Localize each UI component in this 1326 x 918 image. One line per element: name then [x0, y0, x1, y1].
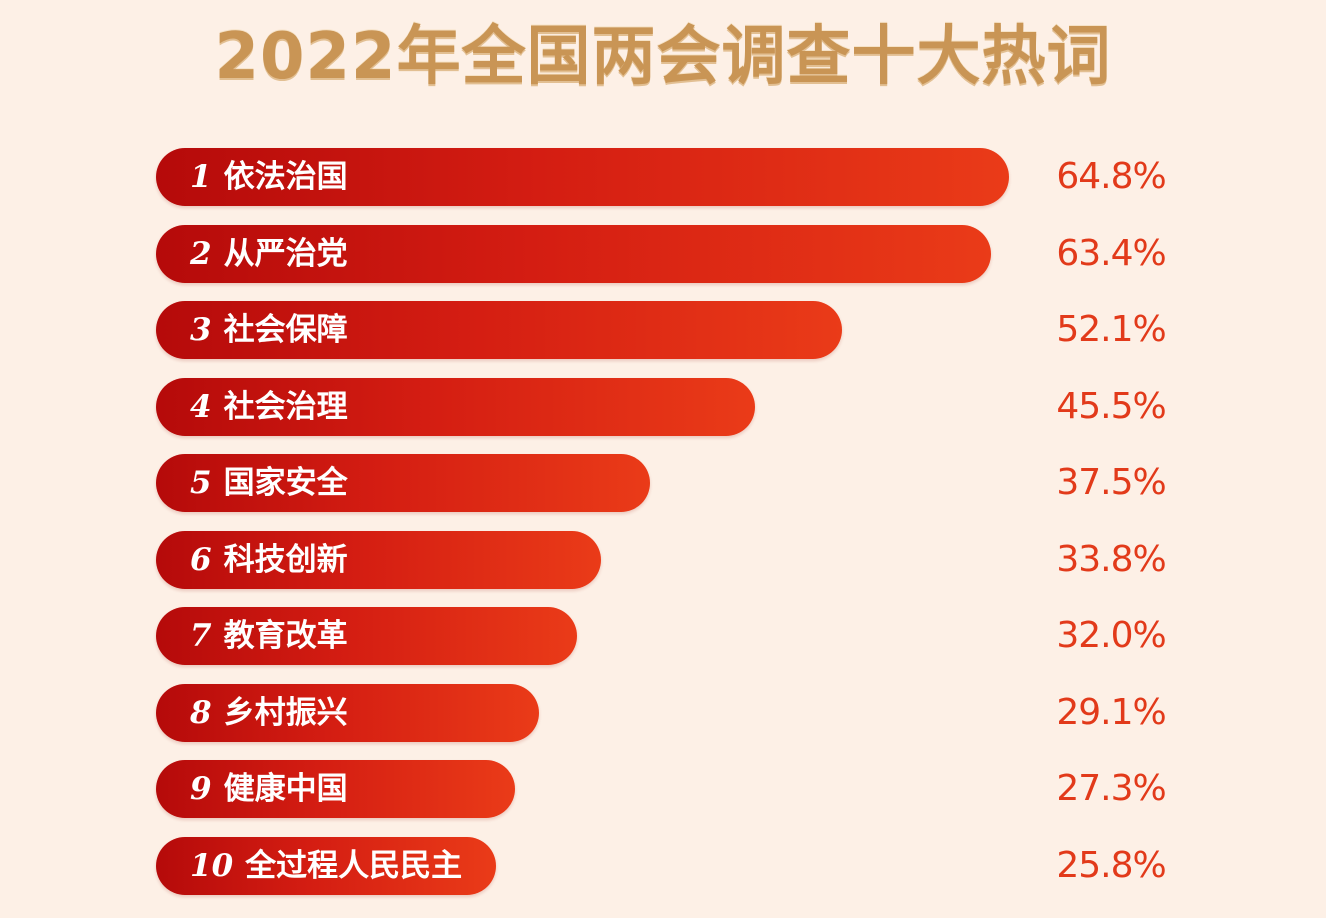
bar-label: 3 社会保障	[190, 301, 348, 359]
rank-number: 7	[190, 618, 212, 654]
category-label: 教育改革	[223, 618, 348, 654]
bar-9: 9 健康中国	[156, 760, 515, 818]
rank-number: 2	[190, 236, 212, 272]
value-label: 37.5%	[1056, 462, 1166, 503]
bar-label: 9 健康中国	[190, 760, 348, 818]
category-label: 全过程人民民主	[245, 848, 463, 884]
bar-3: 3 社会保障	[156, 301, 842, 359]
value-label: 45.5%	[1056, 386, 1166, 427]
rank-number: 8	[190, 695, 212, 731]
bar-5: 5 国家安全	[156, 454, 650, 512]
value-label: 32.0%	[1056, 615, 1166, 656]
value-label: 27.3%	[1056, 768, 1166, 809]
bar-label: 10 全过程人民民主	[190, 837, 462, 895]
bar-7: 7 教育改革	[156, 607, 577, 665]
category-label: 乡村振兴	[223, 695, 348, 731]
category-label: 社会保障	[223, 312, 348, 348]
bar-4: 4 社会治理	[156, 378, 755, 436]
bar-label: 5 国家安全	[190, 454, 348, 512]
bar-1: 1 依法治国	[156, 148, 1009, 206]
value-label: 25.8%	[1056, 845, 1166, 886]
value-label: 52.1%	[1056, 309, 1166, 350]
rank-number: 6	[190, 542, 212, 578]
bar-6: 6 科技创新	[156, 531, 601, 589]
category-label: 国家安全	[223, 465, 348, 501]
value-label: 33.8%	[1056, 539, 1166, 580]
rank-number: 3	[190, 312, 212, 348]
bar-2: 2 从严治党	[156, 225, 991, 283]
value-label: 64.8%	[1056, 156, 1166, 197]
rank-number: 1	[190, 159, 212, 195]
category-label: 从严治党	[223, 236, 348, 272]
category-label: 依法治国	[223, 159, 348, 195]
bar-label: 7 教育改革	[190, 607, 348, 665]
bar-8: 8 乡村振兴	[156, 684, 539, 742]
bar-label: 1 依法治国	[190, 148, 348, 206]
value-label: 29.1%	[1056, 692, 1166, 733]
category-label: 健康中国	[223, 771, 348, 807]
rank-number: 9	[190, 771, 212, 807]
bar-label: 2 从严治党	[190, 225, 348, 283]
bar-10: 10 全过程人民民主	[156, 837, 496, 895]
category-label: 科技创新	[223, 542, 348, 578]
bar-label: 6 科技创新	[190, 531, 348, 589]
bar-label: 4 社会治理	[190, 378, 348, 436]
value-label: 63.4%	[1056, 233, 1166, 274]
category-label: 社会治理	[223, 389, 348, 425]
chart-title: 2022年全国两会调查十大热词	[214, 20, 1112, 94]
bar-label: 8 乡村振兴	[190, 684, 348, 742]
rank-number: 4	[190, 389, 212, 425]
rank-number: 5	[190, 465, 212, 501]
rank-number: 10	[190, 848, 234, 884]
